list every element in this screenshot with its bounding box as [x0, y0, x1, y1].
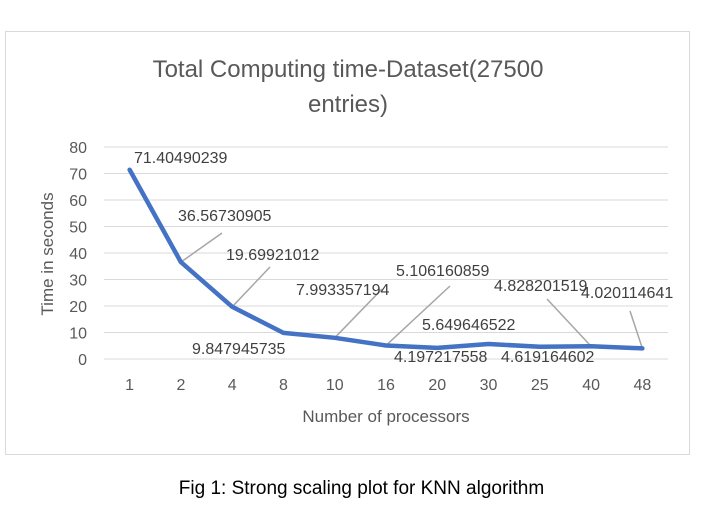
- x-tick-label: 20: [428, 377, 446, 394]
- data-label: 7.993357194: [296, 282, 390, 299]
- y-tick-label: 40: [69, 246, 87, 263]
- data-label: 4.619164602: [501, 349, 595, 366]
- chart-frame: [5, 31, 690, 455]
- data-label: 36.56730905: [178, 208, 272, 225]
- x-axis-title: Number of processors: [302, 407, 469, 426]
- data-label: 71.40490239: [134, 150, 228, 167]
- chart-title-line-1: Total Computing time-Dataset(27500: [153, 56, 544, 83]
- series-layer: [127, 167, 645, 351]
- leader-line: [385, 285, 451, 347]
- data-label: 5.106160859: [396, 263, 490, 280]
- y-tick-label: 70: [69, 167, 87, 184]
- figure-caption: Fig 1: Strong scaling plot for KNN algor…: [178, 478, 545, 499]
- leader-line: [231, 266, 271, 308]
- data-label: 5.649646522: [422, 317, 516, 334]
- x-tick-label: 10: [326, 377, 344, 394]
- gridlines: [104, 146, 668, 360]
- x-tick-label: 2: [176, 377, 185, 394]
- x-tick-label: 4: [228, 377, 237, 394]
- leader-line: [334, 288, 383, 339]
- data-label: 4.020114641: [581, 285, 673, 302]
- x-tick-label: 25: [531, 377, 549, 394]
- leader-line: [629, 310, 644, 349]
- x-tick-label: 40: [582, 377, 600, 394]
- x-tick-labels: 1 2 4 8 10 16 20 30 25 40 48: [125, 377, 651, 394]
- data-label: 19.69921012: [226, 247, 320, 264]
- y-tick-label: 0: [78, 352, 87, 369]
- x-tick-label: 48: [633, 377, 651, 394]
- x-tick-label: 30: [480, 377, 498, 394]
- x-tick-label: 16: [377, 377, 395, 394]
- y-tick-label: 80: [69, 140, 87, 157]
- y-tick-label: 10: [69, 326, 87, 343]
- chart-title-line-2: entries): [308, 91, 388, 118]
- y-tick-label: 20: [69, 299, 87, 316]
- y-tick-label: 50: [69, 220, 87, 237]
- data-label: 4.197217558: [394, 349, 488, 366]
- x-tick-label: 8: [279, 377, 288, 394]
- line-chart: Total Computing time-Dataset(27500 entri…: [38, 56, 673, 426]
- data-labels: 71.40490239 36.56730905 19.69921012 9.84794…: [134, 150, 673, 366]
- y-axis-title: Time in seconds: [38, 192, 57, 315]
- series-line: [127, 167, 645, 351]
- leader-line: [180, 232, 223, 263]
- y-tick-label: 30: [69, 273, 87, 290]
- label-leader-lines: [180, 232, 644, 349]
- leader-line: [546, 298, 592, 347]
- y-tick-label: 60: [69, 193, 87, 210]
- x-tick-label: 1: [125, 377, 134, 394]
- data-label: 9.847945735: [192, 341, 286, 358]
- y-tick-labels: 0 10 20 30 40 50 60 70 80: [69, 140, 87, 369]
- data-label: 4.828201519: [494, 278, 588, 295]
